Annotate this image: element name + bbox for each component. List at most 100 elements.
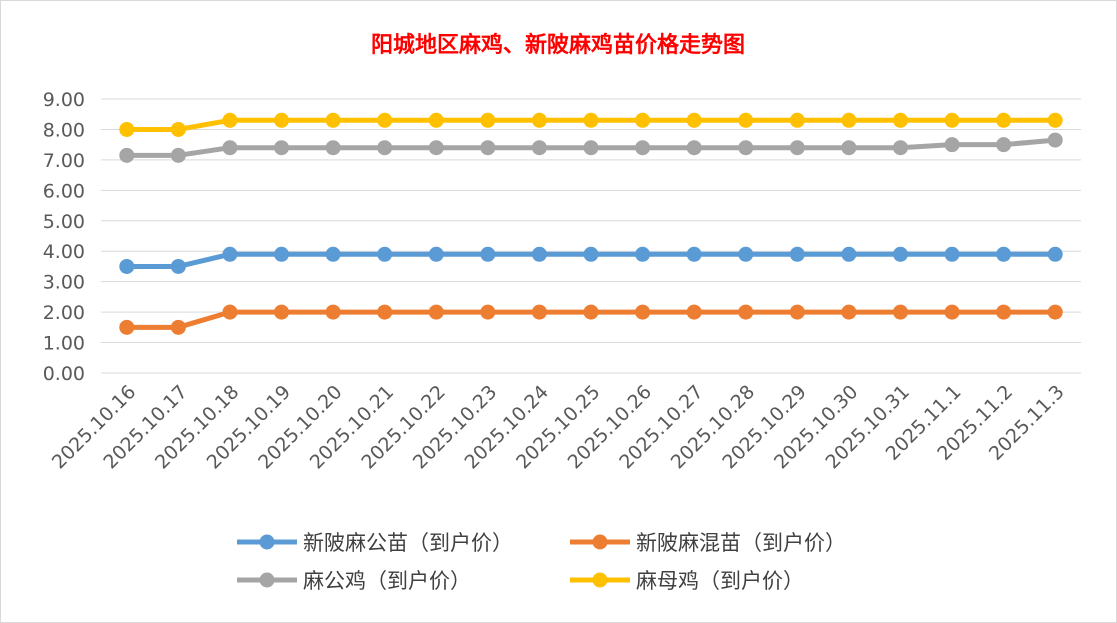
data-point [686,246,702,262]
y-tick-label: 1.00 [43,333,85,355]
data-point [841,304,857,320]
legend-label: 麻母鸡（到户价） [636,569,804,593]
data-point [377,246,393,262]
data-point [583,140,599,156]
data-point [789,304,805,320]
data-point [377,304,393,320]
data-point [170,147,186,163]
data-point [531,112,547,128]
legend-entry: 新陂麻混苗（到户价） [570,531,846,555]
series-2 [119,132,1063,163]
data-point [119,319,135,335]
data-point [841,112,857,128]
data-point [635,304,651,320]
data-point [325,112,341,128]
data-point [841,140,857,156]
data-point [274,304,290,320]
data-point [325,304,341,320]
legend-entry: 新陂麻公苗（到户价） [237,531,513,555]
data-point [428,246,444,262]
data-point [996,246,1012,262]
data-point [170,319,186,335]
data-point [119,258,135,274]
data-point [944,304,960,320]
data-point [480,112,496,128]
data-point [996,112,1012,128]
data-point [583,112,599,128]
legend-entry: 麻母鸡（到户价） [570,569,804,593]
data-point [119,147,135,163]
data-point [944,246,960,262]
data-point [480,304,496,320]
data-point [738,246,754,262]
data-point [996,304,1012,320]
data-point [274,140,290,156]
data-point [274,246,290,262]
y-tick-label: 3.00 [43,272,85,294]
data-point [222,246,238,262]
data-point [222,112,238,128]
y-tick-label: 5.00 [43,211,85,233]
y-tick-label: 2.00 [43,302,85,324]
legend-marker [592,572,608,588]
data-point [480,246,496,262]
y-tick-label: 4.00 [43,241,85,263]
data-point [531,304,547,320]
data-point [686,304,702,320]
data-point [170,121,186,137]
legend-label: 新陂麻混苗（到户价） [636,531,846,555]
data-point [428,304,444,320]
data-point [1047,132,1063,148]
legend-marker [592,534,608,550]
data-point [892,246,908,262]
y-tick-label: 9.00 [43,89,85,111]
series-lines [119,112,1063,335]
legend-label: 新陂麻公苗（到户价） [303,531,513,555]
data-point [1047,246,1063,262]
data-point [892,112,908,128]
y-tick-label: 8.00 [43,119,85,141]
y-tick-label: 7.00 [43,150,85,172]
legend-entry: 麻公鸡（到户价） [237,569,471,593]
y-tick-label: 6.00 [43,180,85,202]
data-point [738,140,754,156]
data-point [944,137,960,153]
legend-marker [259,534,275,550]
data-point [996,137,1012,153]
data-point [222,140,238,156]
legend-label: 麻公鸡（到户价） [303,569,471,593]
data-point [222,304,238,320]
data-point [480,140,496,156]
data-point [738,112,754,128]
y-axis-tick-labels: 0.00 1.00 2.00 3.00 4.00 5.00 6.00 7.00 8.00 9.00 [43,89,85,385]
data-point [1047,112,1063,128]
series-0 [119,246,1063,274]
data-point [325,246,341,262]
data-point [789,112,805,128]
data-point [428,140,444,156]
data-point [686,112,702,128]
y-tick-label: 0.00 [43,363,85,385]
x-axis-tick-labels: 2025.10.162025.10.172025.10.182025.10.19… [48,381,1069,473]
data-point [428,112,444,128]
data-point [1047,304,1063,320]
data-point [531,246,547,262]
legend: 新陂麻公苗（到户价） 新陂麻混苗（到户价） 麻公鸡（到户价） 麻母鸡（到户价） [237,531,846,593]
data-point [635,112,651,128]
gridlines [101,98,1081,374]
data-point [789,140,805,156]
data-point [944,112,960,128]
data-point [635,246,651,262]
series-3 [119,112,1063,137]
data-point [325,140,341,156]
series-1 [119,304,1063,335]
data-point [531,140,547,156]
data-point [738,304,754,320]
data-point [583,246,599,262]
data-point [274,112,290,128]
chart-title: 阳城地区麻鸡、新陂麻鸡苗价格走势图 [371,32,745,58]
data-point [892,140,908,156]
legend-marker [259,572,275,588]
